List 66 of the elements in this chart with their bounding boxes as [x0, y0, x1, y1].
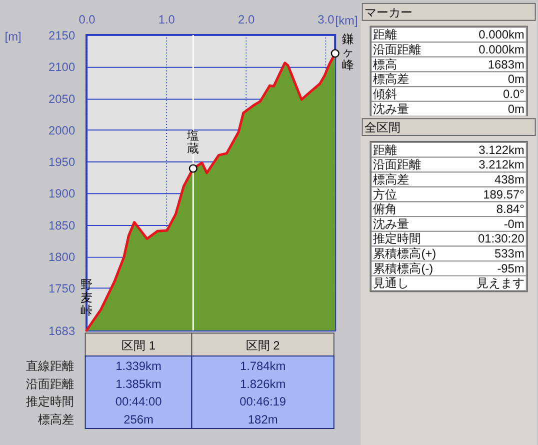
text: 標高 — [373, 57, 398, 72]
text: 0m — [508, 102, 524, 116]
x-tick-label: 0.0 — [78, 12, 96, 27]
text: 沿面距離 — [373, 42, 422, 56]
y-tick-label: 2100 — [48, 60, 76, 74]
text: 累積標高(+) — [373, 246, 436, 261]
text: 方位 — [373, 187, 398, 202]
text: 推定時間 — [26, 394, 74, 409]
y-tick-label: 2050 — [48, 92, 76, 106]
text: 沿面距離 — [26, 376, 74, 391]
text: 256m — [124, 412, 154, 427]
text: マーカー — [364, 5, 412, 20]
y-tick-label: 1800 — [48, 250, 76, 264]
text: 傾斜 — [373, 86, 398, 101]
x-axis-title: [km] — [335, 13, 358, 28]
annotation: 塩蔵 — [186, 128, 200, 156]
text: 見えます — [476, 276, 524, 290]
text: 全区間 — [364, 120, 400, 135]
category-label: 区間 1 — [122, 338, 156, 352]
y-tick-label: 1950 — [48, 155, 76, 170]
text: 推定時間 — [373, 232, 422, 246]
text: 0.0° — [503, 86, 525, 101]
text: 01:30:20 — [478, 232, 525, 246]
text: 00:46:19 — [240, 394, 286, 409]
category-label: 区間 2 — [246, 338, 280, 352]
text: 1683m — [488, 57, 524, 72]
text: 0.000km — [478, 42, 524, 56]
text: 標高差 — [38, 412, 74, 427]
y-tick-label: 2000 — [48, 123, 76, 138]
text: 533m — [494, 246, 524, 261]
text: 見通し — [373, 276, 410, 290]
text: 距離 — [373, 142, 398, 157]
text: -95m — [497, 261, 524, 276]
x-tick-label: 3.0 — [318, 12, 335, 27]
text: 俯角 — [373, 202, 398, 216]
y-tick-label: 2150 — [48, 28, 76, 43]
x-tick-label: 1.0 — [158, 12, 176, 27]
text: 沈み量 — [373, 102, 410, 116]
y-tick-label: 1750 — [48, 282, 76, 296]
text: 189.57° — [483, 187, 525, 202]
y-tick-label: 1850 — [48, 218, 76, 232]
y-tick-label: 1900 — [48, 186, 76, 201]
text: 沿面距離 — [373, 158, 422, 172]
text: 00:44:00 — [115, 394, 162, 409]
text: 182m — [248, 412, 278, 427]
y-tick-label: 1683 — [48, 324, 76, 338]
text: 累積標高(-) — [373, 261, 434, 276]
text: 標高差 — [373, 72, 410, 86]
x-tick-label: 2.0 — [238, 12, 255, 27]
text: 標高差 — [373, 172, 410, 186]
text: 1.385km — [116, 376, 162, 391]
text: 0m — [508, 72, 524, 86]
text: -0m — [504, 216, 524, 231]
text: 1.339km — [116, 358, 162, 373]
y-axis-title: [m] — [4, 30, 22, 44]
text: 0.000km — [478, 28, 524, 42]
annotation: 鎌ヶ峰 — [342, 32, 354, 72]
text: 1.784km — [240, 358, 286, 373]
text: 距離 — [373, 28, 398, 42]
text: 3.212km — [478, 158, 524, 172]
text: 8.84° — [496, 202, 525, 216]
text: 1.826km — [240, 376, 286, 391]
text: 直線距離 — [26, 358, 74, 373]
text: 438m — [494, 172, 524, 186]
text: 3.122km — [478, 142, 524, 157]
text: 沈み量 — [373, 216, 410, 231]
